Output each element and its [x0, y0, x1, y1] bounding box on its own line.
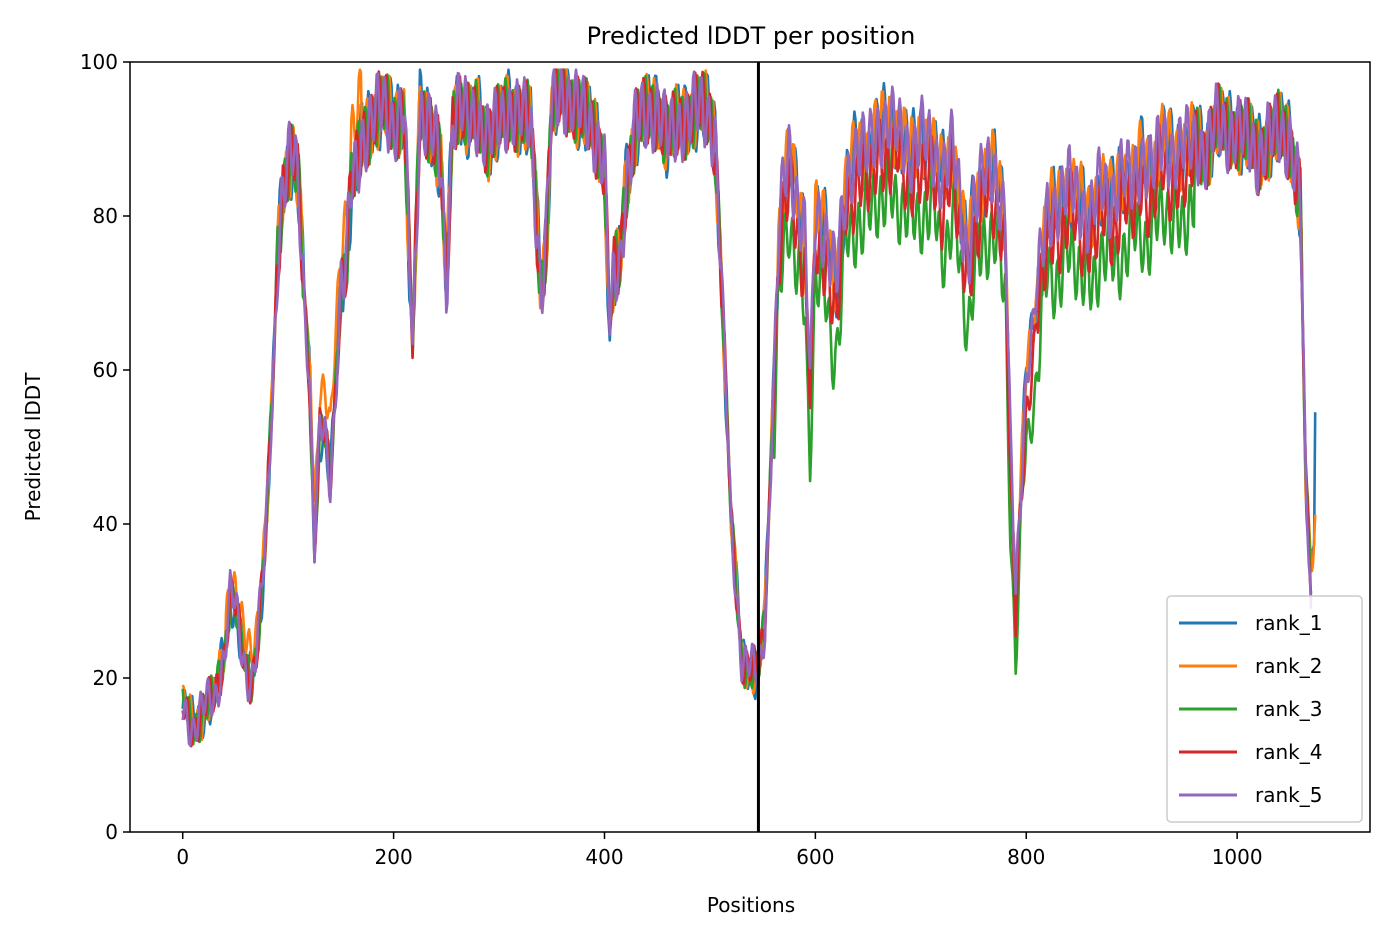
- legend-label: rank_5: [1255, 783, 1322, 807]
- y-axis-title: Predicted lDDT: [21, 372, 45, 522]
- legend-label: rank_4: [1255, 740, 1322, 764]
- y-tick-label: 0: [105, 820, 118, 844]
- legend: rank_1 rank_2 rank_3 rank_4 rank_5: [1166, 595, 1363, 823]
- x-tick-label: 1000: [1212, 845, 1263, 869]
- plot-frame: [129, 61, 1371, 833]
- y-axis: 0 20 40 60 80 100: [80, 50, 130, 844]
- x-axis: 0 200 400 600 800 1000: [176, 832, 1263, 869]
- legend-label: rank_1: [1255, 611, 1322, 635]
- x-tick-label: 0: [176, 845, 189, 869]
- y-tick-label: 40: [93, 512, 118, 536]
- y-tick-label: 80: [93, 204, 118, 228]
- y-tick-label: 20: [93, 666, 118, 690]
- chart-title: Predicted lDDT per position: [587, 22, 916, 50]
- legend-label: rank_3: [1255, 697, 1322, 721]
- legend-box: [1166, 595, 1363, 823]
- y-tick-label: 100: [80, 50, 118, 74]
- x-axis-title: Positions: [707, 893, 795, 917]
- x-tick-label: 400: [585, 845, 623, 869]
- series-line-rank_5: [181, 68, 1313, 747]
- series-layer: [181, 68, 1317, 748]
- x-tick-label: 800: [1007, 845, 1045, 869]
- y-tick-label: 60: [93, 358, 118, 382]
- legend-label: rank_2: [1255, 654, 1322, 678]
- x-tick-label: 200: [375, 845, 413, 869]
- x-tick-label: 600: [796, 845, 834, 869]
